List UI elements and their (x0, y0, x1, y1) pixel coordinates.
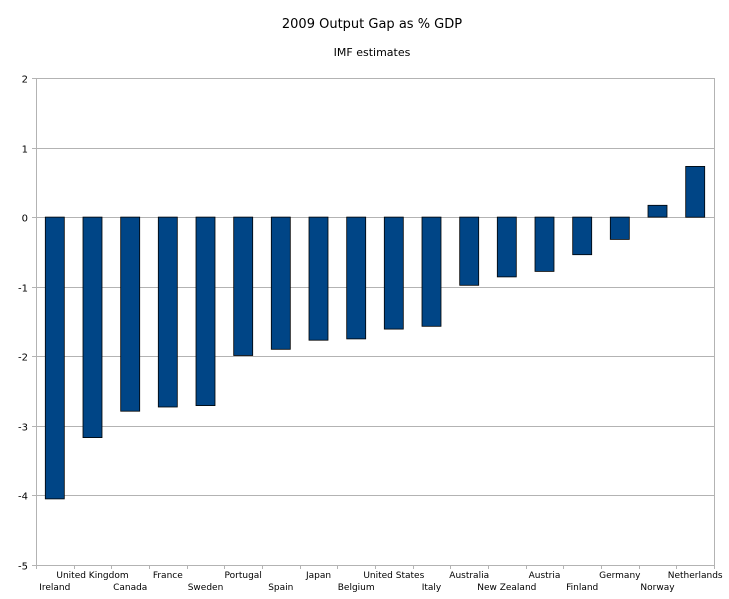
chart-subtitle: IMF estimates (334, 46, 411, 59)
bar-norway (647, 204, 668, 218)
grid-lines (32, 78, 715, 569)
x-category-label: Austria (529, 571, 561, 581)
x-category-label: Sweden (188, 583, 224, 593)
bar-france (157, 216, 178, 408)
bar-spain (270, 216, 291, 350)
bar-belgium (346, 216, 367, 340)
x-category-label: Portugal (225, 571, 262, 581)
bars (44, 165, 706, 500)
chart-title: 2009 Output Gap as % GDP (282, 17, 462, 32)
x-category-label: Japan (305, 571, 331, 581)
y-tick-label: -1 (18, 284, 28, 295)
bar-austria (534, 216, 555, 272)
bar-united-kingdom (82, 216, 103, 439)
bar-japan (308, 216, 329, 341)
x-category-label: Spain (268, 583, 293, 593)
x-category-label: Belgium (338, 583, 375, 593)
bar-germany (609, 216, 630, 240)
x-axis-labels: Ireland United Kingdom Canada France SwedenP… (39, 571, 723, 593)
y-axis-ticks: 2 1 0 -1 -2 -3 -4 -5 (18, 75, 28, 573)
bar-sweden (195, 216, 216, 407)
x-category-label: Ireland (39, 583, 70, 593)
bar-italy (421, 216, 442, 327)
y-tick-label: 0 (22, 214, 28, 225)
x-category-label: United Kingdom (56, 571, 128, 581)
bar-finland (572, 216, 593, 256)
bar-netherlands (685, 165, 706, 218)
x-category-label: New Zealand (477, 583, 536, 593)
x-category-label: Norway (640, 583, 675, 593)
y-tick-label: -2 (18, 353, 28, 364)
x-category-label: Germany (599, 571, 641, 581)
bar-canada (120, 216, 141, 412)
x-category-label: Italy (422, 583, 442, 593)
x-category-label: Finland (566, 583, 598, 593)
bar-united-states (383, 216, 404, 330)
bar-portugal (233, 216, 254, 356)
y-tick-label: -4 (18, 492, 28, 503)
y-tick-label: 2 (22, 75, 28, 86)
y-tick-label: 1 (22, 145, 28, 156)
x-category-label: Canada (113, 583, 147, 593)
y-tick-label: -3 (18, 423, 28, 434)
x-category-label: United States (363, 571, 424, 581)
bar-new-zealand (496, 216, 517, 278)
x-category-label: France (153, 571, 183, 581)
y-tick-label: -5 (18, 562, 28, 573)
bar-australia (459, 216, 480, 286)
bar-ireland (44, 216, 65, 500)
x-category-label: Netherlands (668, 571, 723, 581)
x-category-label: Australia (449, 571, 489, 581)
